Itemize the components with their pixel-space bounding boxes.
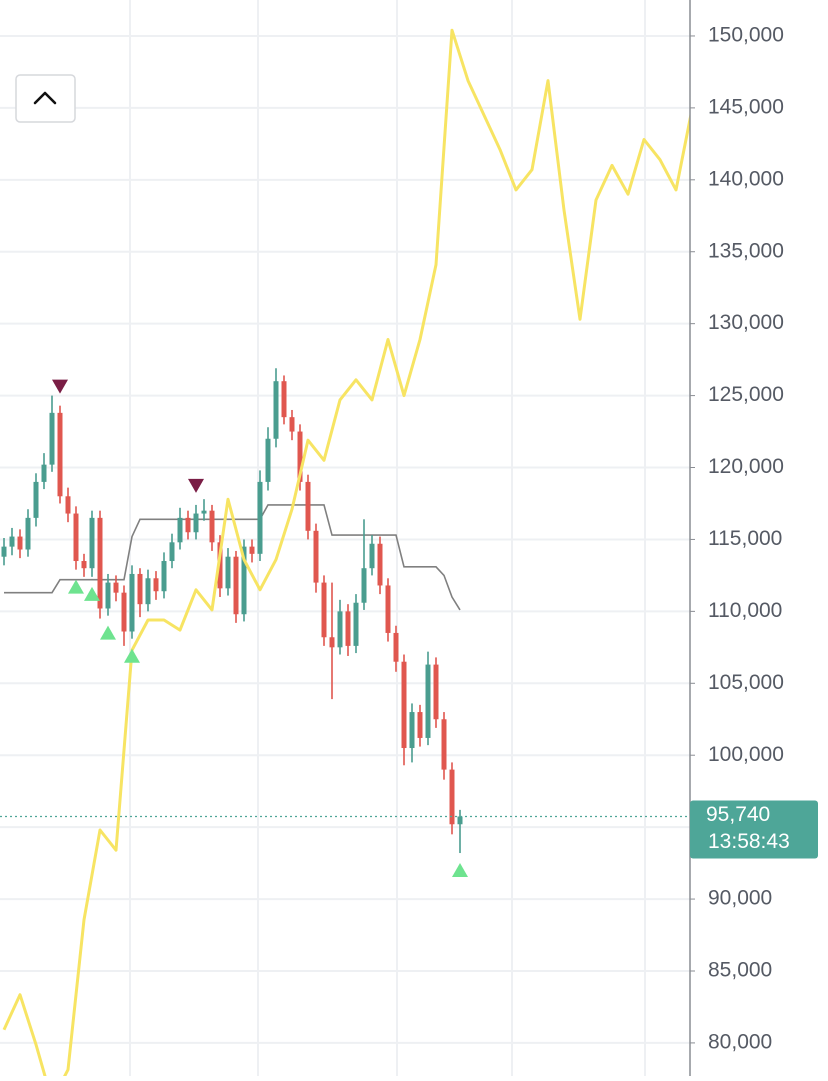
price-tag [690,800,818,859]
candle-body [273,381,279,439]
y-tick-label: 130,000 [708,311,784,334]
countdown-label: 13:58:43 [708,830,790,853]
buy-signal [100,625,116,640]
y-tick-label: 135,000 [708,239,784,262]
candle-body [449,769,455,825]
candle-body [217,542,223,589]
candle-body [137,573,143,605]
candle-body [33,481,39,518]
candle-body [17,536,23,550]
y-tick-label: 150,000 [708,24,784,47]
candle-body [97,517,103,609]
y-tick-label: 80,000 [708,1030,772,1053]
y-tick-label: 85,000 [708,959,772,982]
candle-body [329,637,335,648]
candle-body [257,481,263,554]
candle-body [377,543,383,586]
buy-signal [452,863,468,878]
candle-body [457,816,463,825]
overlay-line [2,28,690,1076]
buy-signal [68,579,84,594]
candle-body [169,542,175,562]
candle-body [113,582,119,593]
candle-body [321,582,327,638]
candle-body [265,438,271,482]
candle-body [105,582,111,609]
candle-body [441,719,447,770]
collapse-button-frame[interactable] [15,74,76,123]
candle-body [281,381,287,418]
grid [0,0,690,1076]
candle-body [25,517,31,550]
candle-body [185,517,191,533]
last-price-label: 95,740 [706,803,770,826]
collapse-button[interactable] [15,74,76,123]
y-tick-label: 105,000 [708,671,784,694]
candle-body [81,561,87,569]
candle-body [209,510,215,543]
candle-body [241,546,247,615]
sell-signal [52,379,68,394]
candle-body [65,496,71,514]
y-tick-label: 110,000 [708,599,782,622]
candle-body [353,602,359,646]
candle-body [129,573,135,632]
plot-area [0,28,690,1076]
candle-body [409,712,415,749]
candle-body [177,517,183,543]
candle-body [345,611,351,646]
y-tick-label: 140,000 [708,167,784,190]
y-tick-label: 115,000 [708,527,782,550]
price-axis: 80,00085,00090,00095,000100,000105,00011… [690,24,784,1053]
candle-body [201,510,207,514]
candle-body [249,546,255,554]
candle-body [425,664,431,738]
candle-body [305,481,311,531]
candle-body [401,661,407,749]
candle-body [121,592,127,632]
candle-body [9,536,15,547]
candle-body [297,431,303,482]
candle-body [337,611,343,648]
buy-signal [84,586,100,601]
candle-body [1,546,7,557]
y-tick-label: 90,000 [708,887,772,910]
candle-body [361,568,367,603]
sell-signal [188,478,204,493]
candle-body [161,561,167,592]
candle-body [41,464,47,482]
y-tick-label: 145,000 [708,95,784,118]
buy-signal [124,648,140,663]
candle-body [145,578,151,605]
candle-body [289,417,295,432]
candle-body [153,578,159,592]
candle-body [313,530,319,583]
candle-body [385,585,391,633]
candle-body [73,513,79,562]
y-tick-label: 120,000 [708,455,784,478]
candle-body [433,664,439,720]
candle-body [369,543,375,569]
candle-body [393,632,399,662]
overlay-line [4,504,461,611]
candle-body [57,412,63,497]
candle-body [193,513,199,533]
y-tick-label: 100,000 [708,743,784,766]
candle-body [49,412,55,465]
candle-body [89,517,95,569]
candle-body [233,556,239,615]
candle-body [225,556,231,589]
candle-body [417,712,423,738]
chevron-up-icon [33,91,57,105]
y-tick-label: 125,000 [708,383,784,406]
